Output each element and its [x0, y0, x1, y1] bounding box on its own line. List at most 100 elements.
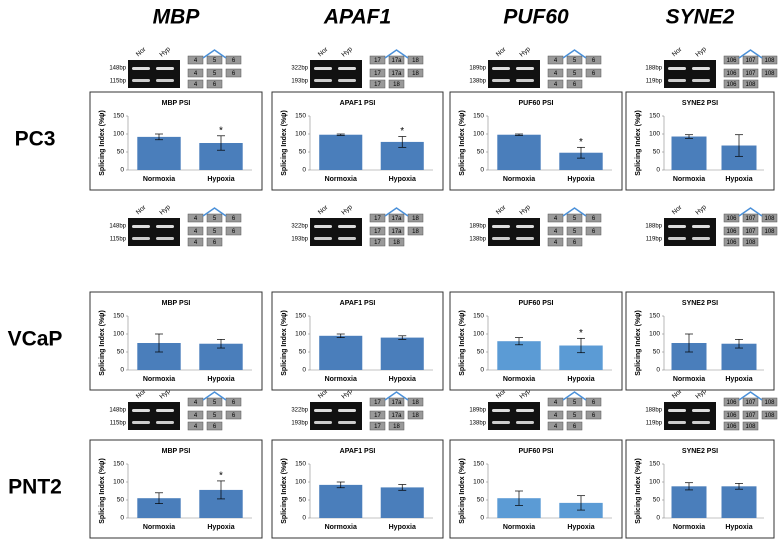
exon-label: 18 [412, 216, 419, 222]
exon [206, 55, 223, 65]
significance-marker: * [400, 126, 404, 137]
y-tick-label: 50 [653, 497, 661, 504]
x-tick-label: Normoxia [325, 176, 357, 183]
exon [187, 226, 204, 236]
error-bar [515, 490, 523, 506]
lane-label: Hyp [340, 204, 354, 217]
exon-label: 106 [726, 424, 737, 430]
exon [723, 421, 740, 431]
y-tick-label: 0 [480, 515, 484, 522]
exon [187, 397, 204, 407]
gel-band [338, 409, 356, 412]
exon [566, 421, 583, 431]
exon [723, 68, 740, 78]
band-size: 138bp [469, 79, 486, 85]
exon [566, 213, 583, 223]
exon-label: 5 [213, 71, 217, 77]
y-tick-label: 150 [113, 313, 124, 320]
exon [761, 397, 778, 407]
exon-label: 5 [213, 216, 217, 222]
x-tick-label: Hypoxia [389, 376, 416, 383]
exon [206, 421, 223, 431]
exon-label: 4 [194, 82, 198, 88]
gel-band [668, 79, 686, 82]
bar [721, 486, 757, 518]
gel-band [314, 421, 332, 424]
x-tick-label: Hypoxia [567, 524, 594, 531]
gel [488, 402, 540, 430]
band-size: 138bp [469, 237, 486, 243]
bar [497, 341, 541, 370]
chart-frame [89, 439, 263, 539]
y-tick-label: 150 [295, 461, 306, 468]
exon-label: 4 [194, 216, 198, 222]
error-bar [398, 335, 407, 340]
error-bar [515, 133, 523, 136]
chart-title: PUF60 PSI [518, 300, 553, 307]
error-bar [735, 339, 743, 349]
y-axis-label: Splicing Index (%ψ) [459, 458, 466, 524]
gel-band [516, 409, 534, 412]
y-tick-label: 50 [477, 497, 485, 504]
exon [566, 237, 583, 247]
error-bar [398, 136, 407, 148]
gel-band [516, 67, 534, 70]
exon-label: 18 [412, 71, 419, 77]
gel-band [156, 237, 174, 240]
exon [187, 68, 204, 78]
gel-band [668, 421, 686, 424]
x-tick-label: Hypoxia [725, 176, 752, 183]
splice-arc [738, 49, 763, 59]
y-tick-label: 150 [473, 461, 484, 468]
splice-arc [202, 207, 227, 217]
exon [369, 226, 386, 236]
gel-band [668, 67, 686, 70]
exon-label: 6 [213, 82, 217, 88]
gel-band [492, 79, 510, 82]
exon [225, 226, 242, 236]
exon-label: 4 [554, 71, 558, 77]
band-size: 193bp [291, 237, 308, 243]
lane-label: Nor [135, 204, 148, 217]
gel-band [132, 237, 150, 240]
exon [547, 237, 564, 247]
exon [547, 68, 564, 78]
exon-label: 108 [745, 424, 756, 430]
exon [761, 226, 778, 236]
chart-title: SYNE2 PSI [682, 100, 718, 107]
exon [585, 397, 602, 407]
band-size: 188bp [645, 66, 662, 72]
exon [388, 237, 405, 247]
gel-band [338, 237, 356, 240]
error-bar [577, 337, 585, 354]
gel-band [156, 409, 174, 412]
exon-label: 17a [391, 413, 402, 419]
y-tick-label: 100 [113, 331, 124, 338]
bar [671, 136, 707, 170]
exon-label: 18 [393, 424, 400, 430]
exon-label: 108 [764, 58, 775, 64]
exon [388, 226, 405, 236]
exon [187, 237, 204, 247]
exon-label: 5 [573, 216, 577, 222]
significance-marker: * [579, 137, 583, 148]
exon-label: 5 [213, 229, 217, 235]
chart-title: SYNE2 PSI [682, 448, 718, 455]
cell-line-label: VCaP [8, 328, 63, 351]
exon-label: 17 [374, 400, 381, 406]
gel [488, 218, 540, 246]
y-tick-label: 0 [480, 167, 484, 174]
exon [742, 55, 759, 65]
x-tick-label: Hypoxia [207, 524, 234, 531]
exon-label: 106 [726, 82, 737, 88]
lane-label: Hyp [340, 46, 354, 59]
exon-label: 17 [374, 58, 381, 64]
exon-label: 108 [764, 229, 775, 235]
splice-arc [738, 207, 763, 217]
gel-band [314, 225, 332, 228]
exon [187, 421, 204, 431]
error-bar [217, 480, 225, 500]
gene-header: SYNE2 [666, 6, 735, 29]
x-tick-label: Normoxia [503, 176, 535, 183]
exon [566, 410, 583, 420]
